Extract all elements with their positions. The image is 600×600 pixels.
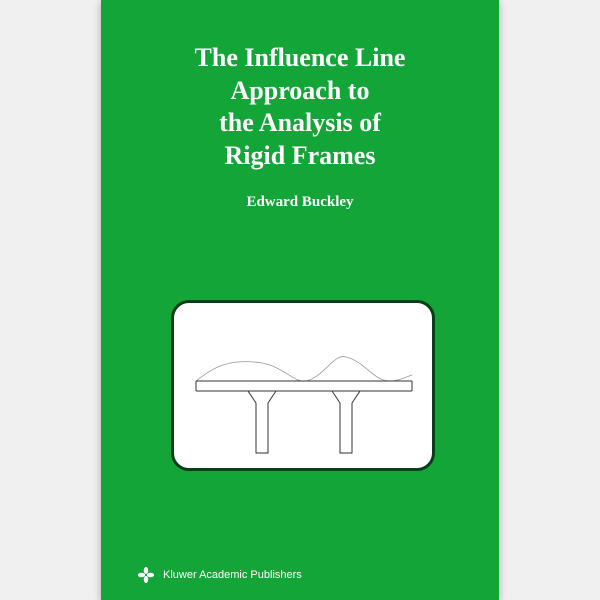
publisher-block: Kluwer Academic Publishers — [137, 566, 302, 584]
publisher-logo-icon — [137, 566, 155, 584]
column-1 — [248, 391, 276, 453]
rigid-frame-diagram — [174, 303, 432, 468]
title-line-1: The Influence Line — [101, 42, 499, 75]
influence-line-curve — [196, 357, 412, 382]
author-name: Edward Buckley — [101, 194, 499, 211]
book-cover: The Influence Line Approach to the Analy… — [101, 0, 499, 600]
title-line-4: Rigid Frames — [101, 140, 499, 173]
title-line-3: the Analysis of — [101, 107, 499, 140]
title-line-2: Approach to — [101, 75, 499, 108]
publisher-name: Kluwer Academic Publishers — [163, 569, 302, 581]
column-2 — [332, 391, 360, 453]
title-block: The Influence Line Approach to the Analy… — [101, 0, 499, 172]
diagram-panel — [171, 300, 435, 471]
